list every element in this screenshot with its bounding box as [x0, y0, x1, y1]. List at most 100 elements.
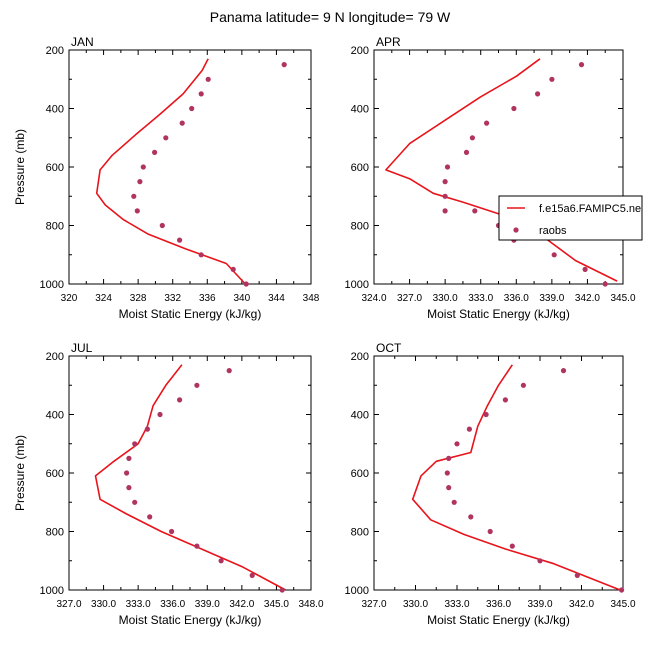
y-tick-label: 200 [46, 351, 64, 363]
x-tick-label: 339.0 [195, 599, 220, 610]
x-tick-label: 320 [61, 293, 78, 304]
raobs-point [509, 543, 515, 549]
y-tick-label: 1000 [40, 279, 64, 291]
raobs-point [198, 252, 204, 258]
panel-label: OCT [376, 341, 402, 355]
y-tick-label: 400 [46, 104, 64, 116]
raobs-point [442, 208, 448, 214]
y-tick-label: 600 [351, 162, 369, 174]
raobs-point [243, 281, 249, 287]
raobs-point [194, 543, 200, 549]
raobs-point [177, 237, 183, 243]
raobs-point [226, 368, 232, 374]
raobs-point [451, 499, 457, 505]
raobs-point [194, 382, 200, 388]
raobs-point [205, 76, 211, 82]
panel-oct: OCT 327.0 330.0 333.0 336.0 339.0 342.0 345.0 20… [345, 341, 636, 627]
y-tick-label: 200 [351, 45, 369, 57]
x-tick-label: 339.0 [527, 599, 552, 610]
legend-entry-label: raobs [539, 225, 567, 237]
raobs-point [454, 441, 460, 447]
raobs-point [484, 120, 490, 126]
raobs-point [520, 382, 527, 388]
raobs-point [189, 105, 195, 112]
model-line [95, 58, 246, 285]
raobs-point [147, 514, 153, 520]
x-tick-label: 344 [268, 293, 285, 304]
y-tick-label: 200 [46, 45, 64, 57]
x-tick-label: 333.0 [444, 599, 469, 610]
x-tick-label: 327.0 [361, 599, 386, 610]
raobs-point [177, 397, 183, 403]
raobs-point [463, 149, 470, 155]
raobs-point [472, 208, 478, 214]
y-tick-label: 400 [351, 410, 369, 422]
x-tick-label: 333.0 [468, 293, 493, 304]
raobs-point [502, 397, 508, 403]
raobs-point [152, 149, 158, 155]
y-axis-label: Pressure (mb) [13, 435, 27, 511]
x-tick-label: 348.0 [298, 599, 323, 610]
raobs-point [159, 222, 165, 229]
raobs-point [468, 514, 474, 520]
x-tick-label: 332 [164, 293, 181, 304]
raobs-point [578, 62, 585, 68]
x-tick-label: 336.0 [486, 599, 511, 610]
y-axis-label: Pressure (mb) [13, 129, 27, 205]
raobs-point [230, 266, 236, 272]
raobs-point [124, 470, 130, 476]
legend-marker-swatch [513, 227, 519, 233]
panel-label: JUL [71, 341, 93, 355]
raobs-point [198, 91, 204, 97]
plot-frame [373, 49, 624, 285]
raobs-point [444, 470, 450, 476]
panel-label: JAN [71, 35, 94, 49]
raobs-point [549, 76, 555, 82]
raobs-point [602, 281, 608, 287]
raobs-point [131, 193, 137, 199]
x-tick-label: 336 [199, 293, 216, 304]
panel-jul: JUL 327.0 330.0 333.0 336.0 339.0 342.0 345.0 34… [13, 341, 324, 627]
x-tick-label: 340 [234, 293, 251, 304]
x-tick-label: 345.0 [610, 599, 635, 610]
legend-entry-label: f.e15a6.FAMIPC5.ne [539, 203, 641, 215]
raobs-point [483, 411, 489, 418]
x-tick-label: 345.0 [264, 599, 289, 610]
raobs-point [444, 164, 451, 170]
raobs-point [132, 441, 138, 447]
y-tick-label: 1000 [40, 585, 64, 597]
raobs-point [157, 411, 163, 418]
x-tick-label: 333.0 [126, 599, 151, 610]
y-tick-label: 800 [351, 221, 369, 233]
raobs-point [140, 164, 146, 170]
x-axis-label: Moist Static Energy (kJ/kg) [119, 613, 262, 627]
raobs-point [169, 528, 175, 535]
raobs-point [179, 120, 185, 126]
raobs-point [442, 193, 448, 199]
plot-frame [373, 355, 624, 591]
raobs-point [163, 135, 169, 141]
raobs-point [466, 426, 472, 432]
raobs-point [126, 485, 132, 491]
x-tick-label: 330.0 [433, 293, 458, 304]
raobs-point [446, 455, 452, 461]
x-tick-label: 342.0 [575, 293, 600, 304]
panel-jan: JAN 320 324 328 332 336 340 344 348 200 400 600 800 1… [13, 35, 320, 321]
y-tick-label: 400 [46, 410, 64, 422]
x-tick-label: 330.0 [91, 599, 116, 610]
y-tick-label: 600 [46, 468, 64, 480]
y-tick-label: 1000 [345, 585, 369, 597]
raobs-point [442, 179, 448, 185]
y-tick-label: 400 [351, 104, 369, 116]
x-tick-label: 324 [95, 293, 112, 304]
raobs-point [535, 91, 541, 97]
x-tick-label: 342.0 [569, 599, 594, 610]
x-axis-label: Moist Static Energy (kJ/kg) [427, 307, 570, 321]
legend-box [498, 195, 643, 241]
x-tick-label: 328 [130, 293, 147, 304]
x-tick-label: 339.0 [539, 293, 564, 304]
raobs-point [144, 426, 150, 432]
raobs-point [281, 62, 287, 68]
plot-frame [68, 355, 312, 591]
